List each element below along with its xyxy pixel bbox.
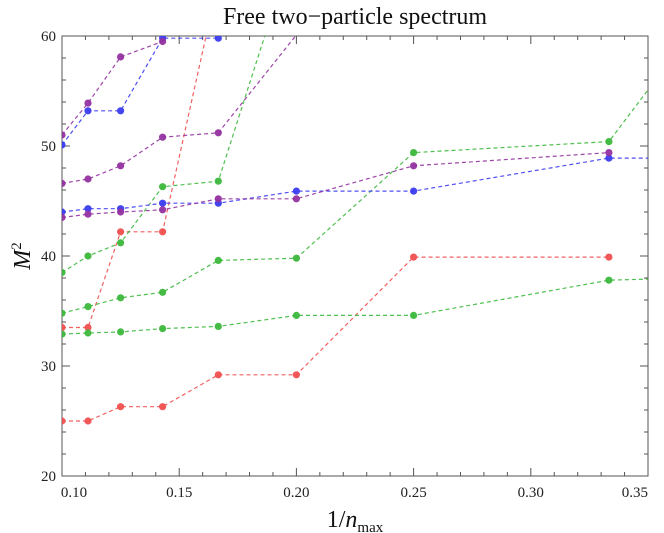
data-point [292, 311, 300, 319]
data-point [159, 403, 167, 411]
data-point [117, 294, 125, 302]
data-point [410, 311, 418, 319]
data-point [159, 325, 167, 333]
data-point [84, 417, 92, 425]
data-point [159, 199, 167, 207]
data-point [62, 208, 66, 216]
minor-ticks [62, 36, 648, 476]
data-point [84, 210, 92, 218]
data-point [214, 177, 222, 185]
plot-frame [61, 35, 649, 477]
data-point [62, 323, 66, 332]
data-point [159, 228, 167, 236]
y-tick-label: 50 [41, 139, 56, 155]
data-point [214, 36, 222, 42]
series-line-green-2 [62, 278, 648, 335]
data-point [62, 213, 66, 222]
series-line-purple-9 [62, 40, 163, 136]
data-point [410, 149, 418, 157]
data-point [117, 228, 125, 236]
data-point [117, 403, 125, 411]
x-tick-label: 0.20 [283, 485, 309, 501]
data-point [84, 99, 92, 107]
series-line-red-1 [62, 36, 207, 329]
data-point [84, 107, 92, 115]
data-point [84, 329, 92, 337]
data-point [84, 323, 92, 332]
data-point [214, 129, 222, 137]
data-point [159, 183, 167, 191]
data-point [159, 288, 167, 296]
x-tick-label: 0.35 [622, 485, 648, 501]
series-line-red-0 [62, 256, 609, 422]
data-point [117, 208, 125, 216]
x-tick-label: 0.10 [61, 485, 87, 501]
x-tick-label: 0.30 [518, 485, 544, 501]
data-point [410, 162, 418, 170]
data-point [84, 175, 92, 183]
chart-title: Free two−particle spectrum [223, 4, 487, 30]
series-line-blue-6 [62, 37, 219, 146]
data-point [292, 195, 300, 203]
data-point [159, 206, 167, 214]
data-point [214, 256, 222, 264]
data-point [410, 253, 418, 261]
x-axis-title: 1/nmax [327, 507, 384, 533]
x-tick-label: 0.25 [400, 485, 426, 501]
x-tick-label: 0.15 [166, 485, 192, 501]
major-ticks [61, 35, 649, 477]
data-point [292, 371, 300, 379]
data-point [62, 141, 66, 149]
series-line-purple-7 [62, 152, 609, 219]
series-line-green-4 [62, 36, 266, 274]
data-point [62, 268, 66, 277]
series-layer [62, 36, 648, 425]
data-point [292, 187, 300, 195]
data-point [159, 37, 167, 46]
x-axis-title-var: n [345, 507, 357, 533]
y-tick-label: 20 [41, 469, 56, 485]
data-point [214, 195, 222, 203]
x-axis-title-base: 1/ [327, 507, 346, 533]
data-point [159, 133, 167, 141]
y-axis-title-base: M [10, 248, 36, 271]
data-point [62, 330, 66, 338]
x-axis-title-sub: max [357, 520, 383, 533]
data-point [117, 328, 125, 336]
series-line-purple-8 [62, 36, 297, 184]
data-point [62, 131, 66, 139]
data-point [62, 309, 66, 317]
data-point [117, 53, 125, 61]
tick-labels: 0.10 0.15 0.20 0.25 0.30 0.35 20 30 40 50 60 [41, 29, 648, 501]
y-tick-label: 40 [41, 249, 56, 265]
y-axis-title-sup: 2 [9, 242, 25, 250]
y-tick-label: 30 [41, 359, 56, 375]
data-point [214, 322, 222, 330]
data-point [410, 187, 418, 195]
data-point [117, 162, 125, 170]
data-point [84, 303, 92, 311]
data-point [292, 254, 300, 262]
y-axis-title: M2 [9, 242, 36, 271]
data-point [605, 154, 613, 162]
data-point [214, 371, 222, 379]
data-point [117, 107, 125, 115]
data-point [62, 179, 66, 187]
data-point [117, 239, 125, 247]
data-point [62, 417, 66, 425]
data-point [84, 205, 92, 213]
series-line-green-3 [62, 89, 648, 314]
data-point [605, 149, 613, 157]
data-point [605, 253, 613, 261]
y-tick-label: 60 [41, 29, 56, 45]
data-point [605, 276, 613, 284]
data-point [605, 138, 613, 146]
data-point [84, 252, 92, 260]
